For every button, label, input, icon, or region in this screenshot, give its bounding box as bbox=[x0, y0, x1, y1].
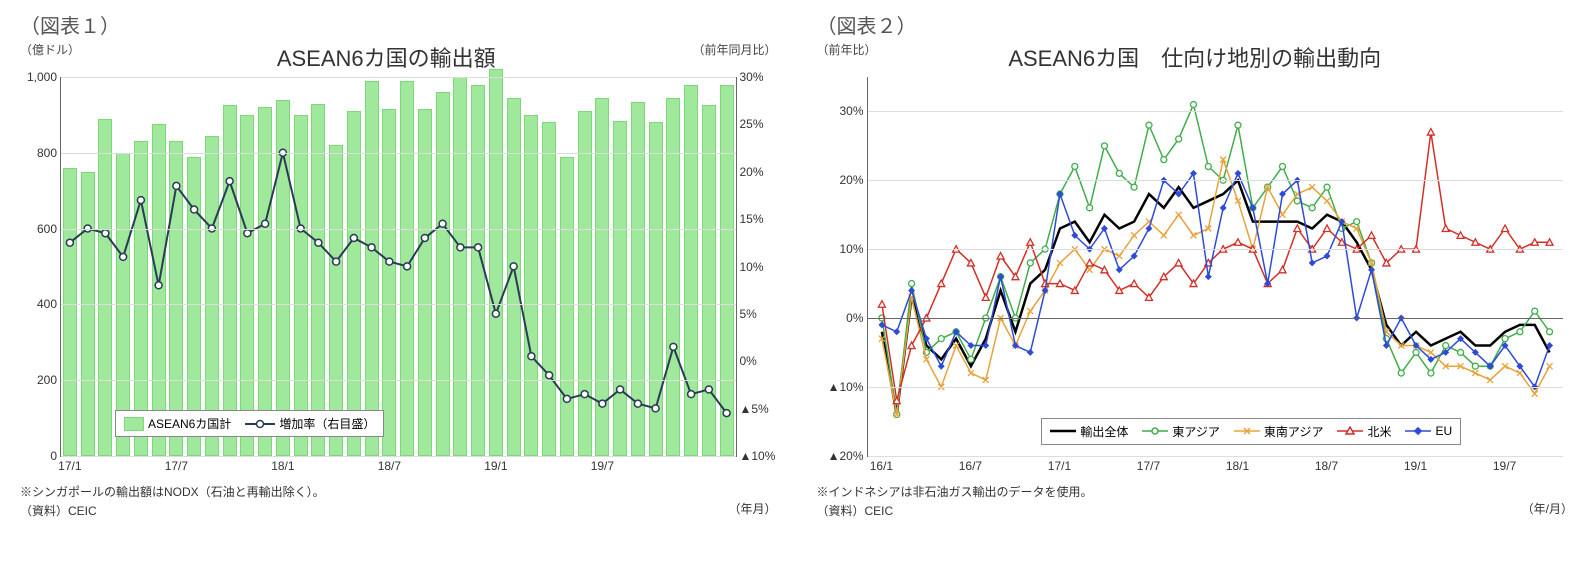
chart1-legend-line: 増加率（右目盛） bbox=[245, 415, 375, 432]
chart1-x-axis-title: （年月） bbox=[728, 500, 776, 519]
chart1-xtick: 17/1 bbox=[58, 456, 81, 473]
chart1-legend-line-label: 増加率（右目盛） bbox=[279, 415, 375, 432]
chart2-legend-all: 輸出全体 bbox=[1050, 423, 1128, 440]
chart1-ytick-right: 10% bbox=[736, 260, 764, 274]
chart2-ytick: 30% bbox=[839, 104, 867, 118]
chart2-xtick: 17/7 bbox=[1137, 456, 1160, 473]
chart2-x-axis-title: （年/月） bbox=[1522, 500, 1573, 519]
chart1-right-axis-title: （前年同月比） bbox=[692, 41, 776, 77]
charts-container: （図表１） （億ドル） ASEAN6カ国の輸出額 （前年同月比） ASEAN6カ… bbox=[10, 10, 1583, 519]
chart2-xtick: 17/1 bbox=[1048, 456, 1071, 473]
chart2-ytick: 0% bbox=[846, 311, 867, 325]
chart1-ytick-right: 25% bbox=[736, 117, 764, 131]
chart1-figure-label: （図表１） bbox=[20, 10, 787, 39]
chart1-xtick: 17/7 bbox=[165, 456, 188, 473]
chart2-ytick: 10% bbox=[839, 242, 867, 256]
chart2-legend-all-label: 輸出全体 bbox=[1080, 423, 1128, 440]
line-swatch-icon bbox=[1234, 426, 1260, 436]
chart1-ytick-left: 200 bbox=[37, 373, 61, 387]
chart2-legend-eastasia: 東アジア bbox=[1142, 423, 1220, 440]
chart1-source: （資料）CEIC bbox=[20, 502, 97, 519]
chart1-ytick-right: ▲10% bbox=[736, 449, 776, 463]
chart1-legend-bar-label: ASEAN6カ国計 bbox=[148, 415, 231, 432]
chart2-xtick: 16/1 bbox=[870, 456, 893, 473]
chart1-ytick-right: ▲5% bbox=[736, 402, 769, 416]
chart2-legend-eastasia-label: 東アジア bbox=[1172, 423, 1220, 440]
chart2-legend-seasia: 東南アジア bbox=[1234, 423, 1324, 440]
line-swatch-icon bbox=[1337, 426, 1363, 436]
chart1-plot-area: ASEAN6カ国計 増加率（右目盛） 02004006008001,000▲10… bbox=[60, 77, 737, 457]
chart2-xtick: 16/7 bbox=[959, 456, 982, 473]
chart1-legend-bar: ASEAN6カ国計 bbox=[124, 415, 231, 432]
line-swatch-icon bbox=[1142, 426, 1168, 436]
chart1-title: ASEAN6カ国の輸出額 bbox=[80, 41, 692, 73]
chart1-xtick: 18/1 bbox=[271, 456, 294, 473]
chart1-note: ※シンガポールの輸出額はNODX（石油と再輸出除く）。 bbox=[20, 483, 787, 500]
chart1-line-layer bbox=[61, 77, 735, 456]
chart2-legend-northamerica-label: 北米 bbox=[1367, 423, 1391, 440]
chart2-legend-eu-label: EU bbox=[1435, 424, 1452, 438]
chart1-xtick: 18/7 bbox=[378, 456, 401, 473]
line-swatch-icon bbox=[1405, 426, 1431, 436]
chart2-source: （資料）CEIC bbox=[817, 502, 894, 519]
line-swatch-icon bbox=[1050, 426, 1076, 436]
chart2-xtick: 19/1 bbox=[1404, 456, 1427, 473]
chart2-xtick: 18/1 bbox=[1226, 456, 1249, 473]
chart2-panel: （図表２） （前年比） ASEAN6カ国 仕向け地別の輸出動向 輸出全体 東アジ… bbox=[807, 10, 1584, 519]
line-swatch-icon bbox=[245, 418, 275, 430]
chart1-xtick: 19/7 bbox=[591, 456, 614, 473]
chart1-panel: （図表１） （億ドル） ASEAN6カ国の輸出額 （前年同月比） ASEAN6カ… bbox=[10, 10, 787, 519]
chart1-ytick-left: 600 bbox=[37, 222, 61, 236]
chart2-ytick: ▲10% bbox=[828, 380, 868, 394]
chart2-ytick: 20% bbox=[839, 173, 867, 187]
chart1-ytick-right: 5% bbox=[736, 307, 757, 321]
chart2-xtick: 19/7 bbox=[1493, 456, 1516, 473]
chart2-legend-eu: EU bbox=[1405, 424, 1452, 438]
chart2-title: ASEAN6カ国 仕向け地別の輸出動向 bbox=[877, 41, 1514, 73]
chart2-lines-layer bbox=[868, 77, 1563, 456]
chart2-figure-label: （図表２） bbox=[817, 10, 1584, 39]
chart1-ytick-left: 800 bbox=[37, 146, 61, 160]
chart1-ytick-left: 400 bbox=[37, 297, 61, 311]
chart2-plot-area: 輸出全体 東アジア 東南アジア 北米 bbox=[867, 77, 1564, 457]
chart1-legend: ASEAN6カ国計 増加率（右目盛） bbox=[115, 410, 384, 437]
chart2-note: ※インドネシアは非石油ガス輸出のデータを使用。 bbox=[817, 483, 1584, 500]
chart1-ytick-right: 30% bbox=[736, 70, 764, 84]
chart2-legend-seasia-label: 東南アジア bbox=[1264, 423, 1324, 440]
chart2-ytick: ▲20% bbox=[828, 449, 868, 463]
bar-swatch-icon bbox=[124, 417, 144, 431]
chart2-legend-northamerica: 北米 bbox=[1337, 423, 1391, 440]
chart1-ytick-right: 15% bbox=[736, 212, 764, 226]
chart2-legend: 輸出全体 東アジア 東南アジア 北米 bbox=[1041, 418, 1461, 445]
chart1-ytick-right: 20% bbox=[736, 165, 764, 179]
chart1-ytick-left: 1,000 bbox=[27, 70, 61, 84]
chart1-ytick-right: 0% bbox=[736, 354, 757, 368]
chart2-left-axis-title: （前年比） bbox=[817, 41, 877, 77]
chart1-xtick: 19/1 bbox=[484, 456, 507, 473]
chart2-xtick: 18/7 bbox=[1315, 456, 1338, 473]
